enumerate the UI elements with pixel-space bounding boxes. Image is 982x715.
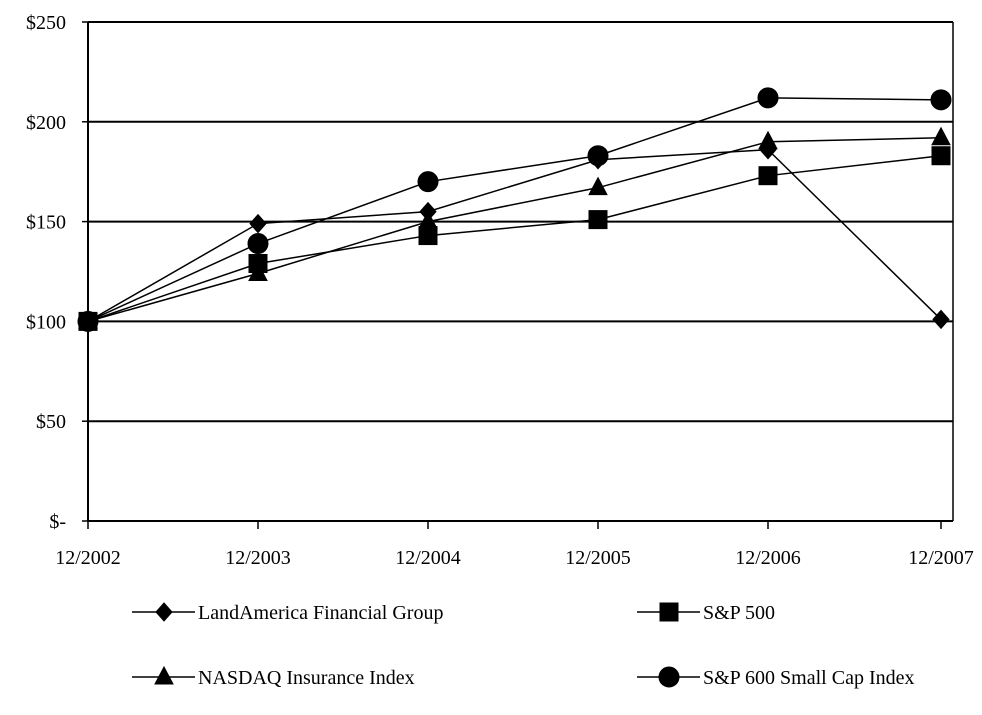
data-point-circle (247, 233, 269, 255)
y-tick-label: $- (49, 511, 66, 533)
y-tick-label: $250 (26, 12, 66, 34)
legend-label: LandAmerica Financial Group (198, 602, 443, 624)
data-point-circle (930, 89, 952, 111)
data-point-triangle (758, 130, 778, 150)
y-axis-tick-labels: $- $50 $100 $150 $200 $250 (26, 12, 66, 533)
legend-marker-square (659, 602, 679, 622)
legend-label: S&P 500 (703, 602, 775, 624)
data-point-square (758, 166, 778, 186)
y-tick-label: $50 (36, 411, 66, 433)
legend-marker-triangle (154, 665, 174, 685)
series-line (87, 137, 942, 323)
legend-entry-sandp-500: S&P 500 (637, 602, 775, 624)
series-sandp-500 (78, 146, 951, 331)
gridlines (88, 21, 953, 423)
data-point-triangle (418, 210, 438, 230)
series-line (87, 154, 942, 323)
y-tick-label: $200 (26, 112, 66, 134)
data-point-square (931, 146, 951, 166)
x-axis-tick-labels: 12/2002 12/2003 12/2004 12/2005 12/2006 12/20… (55, 547, 974, 569)
data-point-circle (77, 310, 99, 332)
legend-marker-circle (658, 666, 680, 688)
legend-marker-diamond (155, 602, 173, 622)
data-point-triangle (588, 176, 608, 196)
data-point-triangle (248, 262, 268, 281)
y-tick-label: $150 (26, 212, 66, 234)
legend-entry-nasdaq-insurance-index: NASDAQ Insurance Index (132, 665, 415, 689)
data-point-triangle (931, 126, 951, 146)
x-tick-label: 12/2003 (225, 547, 291, 569)
series-sandp-600-small-cap-index (77, 87, 952, 332)
x-tick-label: 12/2002 (55, 547, 121, 569)
data-point-square (418, 226, 438, 246)
data-point-diamond (932, 309, 950, 330)
data-point-circle (417, 171, 439, 193)
x-tick-label: 12/2006 (735, 547, 801, 569)
series-line (87, 148, 942, 323)
data-point-circle (757, 87, 779, 109)
legend-label: S&P 600 Small Cap Index (703, 667, 914, 689)
legend-label: NASDAQ Insurance Index (198, 667, 415, 689)
axes (82, 21, 954, 529)
y-tick-label: $100 (26, 311, 66, 333)
x-tick-label: 12/2005 (565, 547, 631, 569)
legend-entry-landamerica-financial-group: LandAmerica Financial Group (132, 602, 443, 624)
legend-entry-sandp-600-small-cap-index: S&P 600 Small Cap Index (637, 666, 914, 689)
x-tick-label: 12/2004 (395, 547, 461, 569)
data-point-diamond (249, 213, 267, 234)
data-point-circle (587, 145, 609, 167)
legend: LandAmerica Financial Group S&P 500 NASDAQ… (132, 602, 914, 689)
x-tick-label: 12/2007 (908, 547, 974, 569)
data-point-square (588, 210, 608, 230)
series-lines (77, 87, 952, 332)
series-line (87, 97, 942, 323)
